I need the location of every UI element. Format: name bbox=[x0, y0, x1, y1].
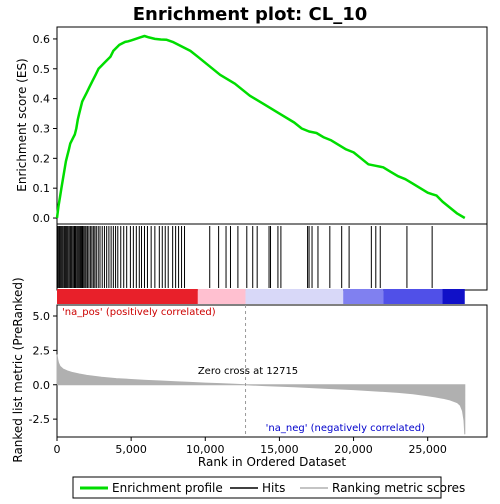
chart-title: Enrichment plot: CL_10 bbox=[133, 4, 368, 25]
band-segment bbox=[245, 289, 344, 304]
metric-y-axis-label: Ranked list metric (PreRanked) bbox=[11, 277, 25, 462]
band-segment bbox=[383, 289, 443, 304]
ranking-color-band bbox=[57, 289, 465, 304]
metric-series bbox=[56, 354, 466, 435]
es-y-tick-label: 0.3 bbox=[33, 122, 51, 135]
neg-label: 'na_neg' (negatively correlated) bbox=[266, 423, 425, 434]
band-segment bbox=[442, 289, 465, 304]
x-tick-label: 5,000 bbox=[115, 443, 147, 456]
zero-cross-label: Zero cross at 12715 bbox=[198, 366, 298, 377]
metric-y-tick-label: 2.5 bbox=[33, 344, 51, 357]
es-series bbox=[55, 34, 466, 220]
hit-marks bbox=[56, 226, 433, 288]
x-tick-label: 0 bbox=[54, 443, 61, 456]
es-panel-frame bbox=[56, 26, 488, 225]
legend: Enrichment profile Hits Ranking metric s… bbox=[72, 476, 465, 499]
es-y-axis: 0.0 0.1 0.2 0.3 0.4 0.5 0.6 bbox=[33, 33, 57, 225]
es-y-axis-label: Enrichment score (ES) bbox=[15, 58, 29, 191]
legend-label-hits: Hits bbox=[262, 481, 285, 495]
x-tick-label: 10,000 bbox=[186, 443, 225, 456]
es-y-tick-label: 0.0 bbox=[33, 212, 51, 225]
x-tick-label: 20,000 bbox=[334, 443, 373, 456]
es-y-tick-label: 0.4 bbox=[33, 93, 51, 106]
metric-y-tick-label: 5.0 bbox=[33, 310, 51, 323]
x-tick-label: 15,000 bbox=[260, 443, 299, 456]
es-line bbox=[55, 34, 466, 220]
es-y-tick-label: 0.2 bbox=[33, 152, 51, 165]
x-tick-label: 25,000 bbox=[408, 443, 447, 456]
pos-label: 'na_pos' (positively correlated) bbox=[62, 307, 216, 318]
hits-panel-frame bbox=[56, 223, 488, 291]
metric-y-tick-label: 0.0 bbox=[33, 379, 51, 392]
x-axis: 0 5,000 10,000 15,000 20,000 25,000 bbox=[54, 437, 447, 456]
es-y-tick-label: 0.6 bbox=[33, 33, 51, 46]
metric-panel-frame bbox=[56, 304, 488, 438]
es-y-tick-label: 0.5 bbox=[33, 63, 51, 76]
legend-label-metric: Ranking metric scores bbox=[332, 481, 465, 495]
legend-label-enrichment: Enrichment profile bbox=[112, 481, 223, 495]
es-y-tick-label: 0.1 bbox=[33, 182, 51, 195]
x-axis-label: Rank in Ordered Dataset bbox=[198, 455, 346, 469]
band-segment bbox=[343, 289, 384, 304]
metric-y-tick-label: -2.5 bbox=[29, 413, 50, 426]
band-segment bbox=[197, 289, 246, 304]
metric-area bbox=[56, 354, 466, 435]
band-segment bbox=[57, 289, 198, 304]
metric-y-axis: 5.0 2.5 0.0 -2.5 bbox=[29, 310, 57, 426]
